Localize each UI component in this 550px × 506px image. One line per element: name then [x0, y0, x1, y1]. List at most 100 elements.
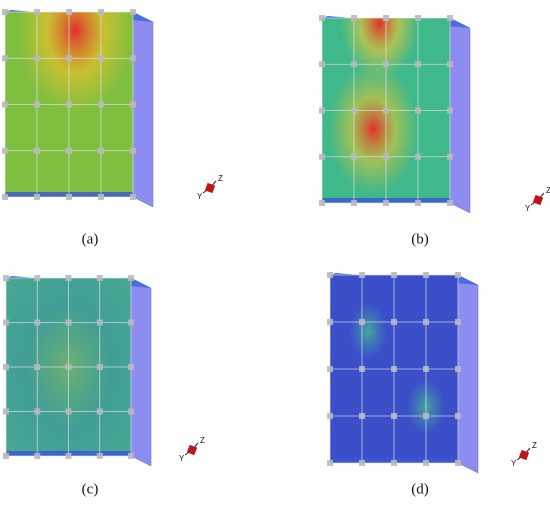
mesh-node: [447, 153, 453, 160]
mesh-node: [2, 101, 8, 108]
mesh-node: [130, 55, 136, 62]
axis-label: Y: [179, 454, 185, 463]
mesh-node: [3, 364, 9, 370]
mesh-node: [66, 147, 72, 154]
mesh-node: [34, 453, 41, 459]
mesh-node: [319, 61, 325, 68]
mesh-node: [423, 366, 429, 372]
mesh-node: [423, 460, 429, 466]
mesh-node: [383, 61, 389, 68]
mesh-node: [327, 272, 333, 278]
mesh-node: [65, 319, 72, 326]
mesh-node: [415, 61, 421, 68]
mesh-node: [128, 453, 134, 459]
mesh-node: [2, 147, 8, 154]
mesh-node: [34, 408, 41, 415]
mesh-node: [130, 101, 136, 108]
mesh-node: [65, 453, 72, 459]
mesh-node: [65, 275, 72, 281]
mesh-node: [391, 460, 397, 466]
mesh-node: [423, 413, 429, 419]
mesh-node: [383, 200, 389, 206]
axis-cube: [518, 449, 530, 461]
mesh-node: [447, 15, 453, 21]
mesh-node: [2, 9, 8, 15]
mesh-node: [391, 413, 397, 419]
mesh-node: [423, 319, 429, 325]
mesh-node: [327, 460, 333, 466]
mesh-node: [351, 153, 357, 160]
mesh-node: [66, 55, 72, 62]
mesh-node: [128, 319, 134, 326]
axis-label: Z: [546, 186, 550, 195]
mesh-node: [415, 200, 421, 206]
panel: (d) Z Y: [327, 272, 537, 497]
mesh-node: [34, 319, 41, 326]
block-side: [457, 274, 479, 474]
caption: (a): [82, 231, 99, 247]
mesh-node: [65, 408, 72, 415]
mesh-node: [327, 413, 333, 419]
mesh-node: [455, 413, 461, 419]
caption: (b): [411, 231, 429, 247]
mesh-node: [383, 15, 389, 21]
mesh-node: [391, 319, 397, 325]
mesh-node: [96, 453, 103, 459]
mesh-node: [130, 147, 136, 154]
mesh-node: [128, 275, 134, 281]
mesh-node: [96, 408, 103, 415]
mesh-node: [351, 200, 357, 206]
mesh-node: [96, 319, 103, 326]
mesh-node: [65, 364, 72, 370]
mesh-node: [383, 153, 389, 160]
mesh-node: [98, 55, 104, 62]
mesh-node: [447, 200, 453, 206]
axis-label: Z: [200, 436, 205, 445]
mesh-node: [34, 9, 40, 15]
mesh-node: [415, 15, 421, 21]
axis-cube: [532, 194, 544, 206]
mesh-node: [351, 107, 357, 114]
mesh-node: [66, 101, 72, 108]
mesh-node: [319, 107, 325, 114]
mesh-node: [327, 319, 333, 325]
mesh-node: [423, 272, 429, 278]
mesh-node: [3, 453, 9, 459]
axis-label: Z: [218, 174, 223, 183]
axis-label: Y: [525, 204, 531, 213]
mesh-node: [447, 61, 453, 68]
mesh-node: [66, 9, 72, 15]
mesh-node: [3, 408, 9, 415]
mesh-node: [319, 153, 325, 160]
panel: (a) Z Y: [2, 9, 223, 247]
mesh-node: [98, 101, 104, 108]
mesh-node: [319, 200, 325, 206]
axis-cube: [186, 444, 198, 456]
mesh-node: [455, 460, 461, 466]
mesh-node: [455, 366, 461, 372]
mesh-node: [130, 194, 136, 200]
mesh-node: [351, 61, 357, 68]
mesh-node: [383, 107, 389, 114]
mesh-node: [34, 101, 40, 108]
mesh-node: [415, 153, 421, 160]
mesh-node: [96, 275, 103, 281]
mesh-node: [447, 107, 453, 114]
mesh-node: [34, 275, 41, 281]
mesh-node: [455, 319, 461, 325]
panel: (c) Z Y: [3, 275, 205, 497]
block-side: [130, 277, 152, 467]
mesh-node: [34, 364, 41, 370]
mesh-node: [327, 366, 333, 372]
mesh-node: [359, 366, 365, 372]
mesh-node: [359, 413, 365, 419]
caption: (d): [411, 481, 429, 497]
mesh-node: [415, 107, 421, 114]
axis-label: Y: [511, 459, 517, 468]
mesh-node: [130, 9, 136, 15]
block-side: [449, 17, 471, 214]
mesh-node: [3, 319, 9, 326]
block-side: [132, 11, 154, 208]
mesh-node: [359, 460, 365, 466]
caption: (c): [82, 481, 99, 497]
